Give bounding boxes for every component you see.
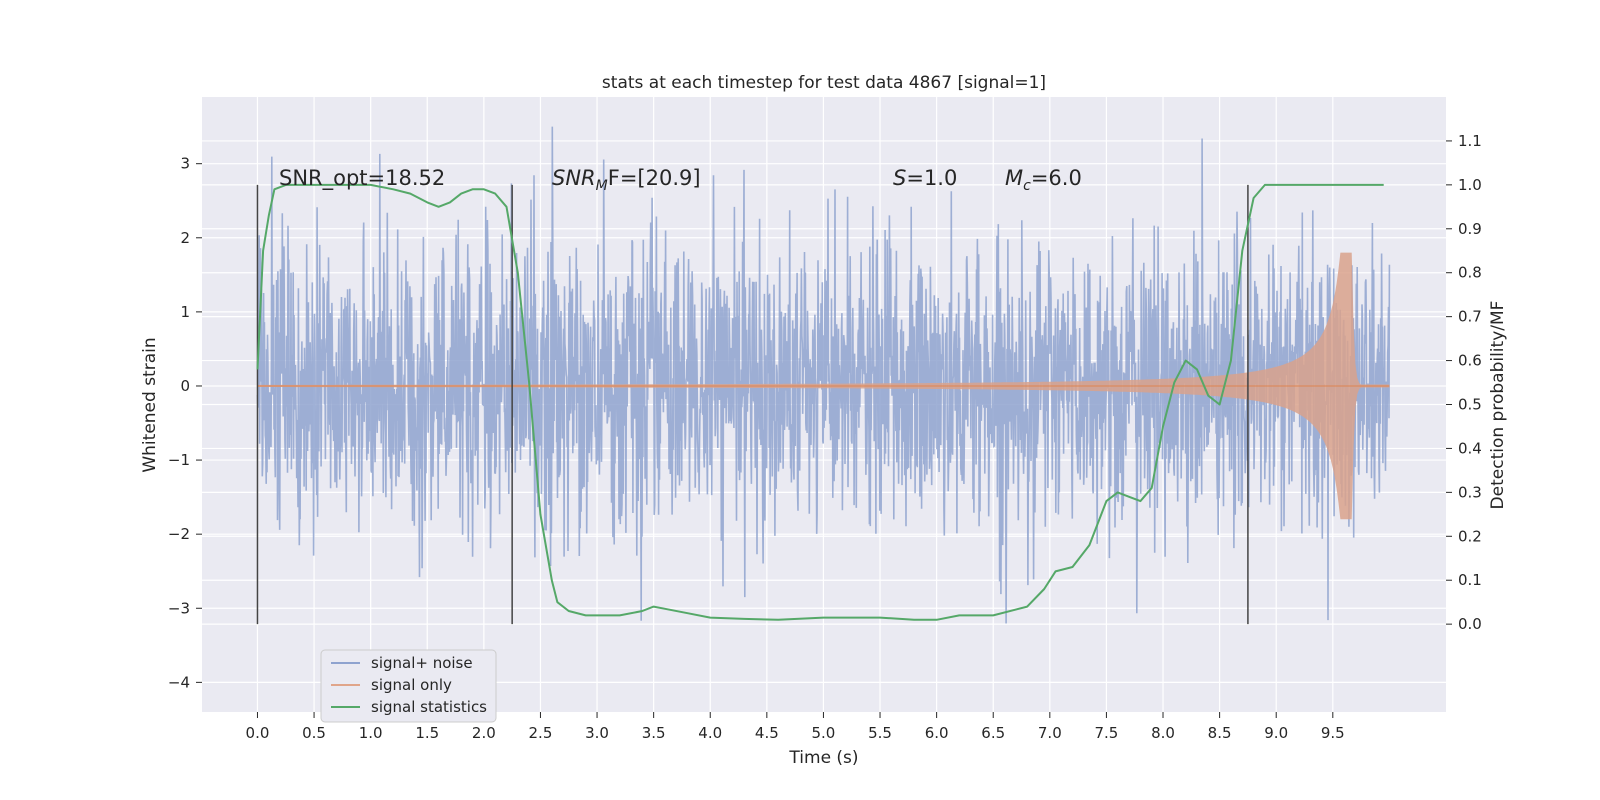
x-tick-label-18: 9.0	[1264, 724, 1288, 742]
x-tick-label-19: 9.5	[1321, 724, 1345, 742]
vertical-markers	[256, 184, 1249, 625]
x-tick-label-11: 5.5	[868, 724, 892, 742]
legend: signal+ noise signal only signal statist…	[320, 649, 497, 723]
yl-tick-label-0: 3	[180, 155, 190, 173]
yr-tick-label-10: 0.1	[1458, 571, 1482, 589]
legend-label-signal-noise: signal+ noise	[371, 654, 473, 672]
legend-label-signal-only: signal only	[371, 676, 452, 694]
y-right-axis-label: Detection probability/MF	[1488, 301, 1508, 510]
yr-tick-label-0: 1.1	[1458, 132, 1482, 150]
yr-tick-label-4: 0.7	[1458, 308, 1482, 326]
statistics-line	[256, 183, 1384, 621]
y-left-axis-ticks: 3 2 1 0 −1 −2 −3 −4	[168, 155, 202, 691]
yl-tick-label-6: −3	[168, 599, 190, 617]
x-tick-label-10: 5.0	[812, 724, 836, 742]
x-tick-label-14: 7.0	[1038, 724, 1062, 742]
x-tick-label-3: 1.5	[415, 724, 439, 742]
yr-tick-label-3: 0.8	[1458, 264, 1482, 282]
yr-tick-label-6: 0.5	[1458, 396, 1482, 414]
y-right-axis-ticks: 1.1 1.0 0.9 0.8 0.7 0.6 0.5 0.4 0.3 0.2 0.1 0.0	[1446, 132, 1482, 633]
yl-tick-label-5: −2	[168, 525, 190, 543]
x-tick-label-6: 3.0	[585, 724, 609, 742]
x-tick-label-2: 1.0	[359, 724, 383, 742]
series-signal-statistics	[256, 183, 1384, 621]
x-tick-label-5: 2.5	[529, 724, 553, 742]
legend-box	[320, 649, 497, 723]
annotation-snr-opt: SNR_opt=18.52	[279, 166, 445, 191]
yr-tick-label-9: 0.2	[1458, 527, 1482, 545]
yl-tick-label-1: 2	[180, 229, 190, 247]
x-tick-label-15: 7.5	[1094, 724, 1118, 742]
yr-tick-label-5: 0.6	[1458, 352, 1482, 370]
series-signal-noise	[256, 126, 1391, 624]
x-tick-label-17: 8.5	[1208, 724, 1232, 742]
yl-tick-label-2: 1	[180, 303, 190, 321]
annotation-s: S=1.0	[893, 166, 957, 190]
x-tick-label-13: 6.5	[981, 724, 1005, 742]
x-tick-label-7: 3.5	[642, 724, 666, 742]
yr-tick-label-2: 0.9	[1458, 220, 1482, 238]
yr-tick-label-7: 0.4	[1458, 439, 1482, 457]
chart-title: stats at each timestep for test data 486…	[602, 73, 1046, 93]
yl-tick-label-3: 0	[180, 377, 190, 395]
x-axis-label: Time (s)	[788, 748, 858, 768]
series-signal-only	[257, 252, 1390, 520]
yr-tick-label-11: 0.0	[1458, 615, 1482, 633]
yr-tick-label-1: 1.0	[1458, 176, 1482, 194]
x-tick-label-0: 0.0	[246, 724, 270, 742]
yl-tick-label-7: −4	[168, 673, 190, 691]
annotation-mc: Mc=6.0	[1005, 166, 1082, 194]
x-tick-label-9: 4.5	[755, 724, 779, 742]
noise-line	[256, 126, 1391, 624]
legend-label-signal-statistics: signal statistics	[371, 698, 487, 716]
x-tick-label-12: 6.0	[925, 724, 949, 742]
x-tick-label-8: 4.0	[698, 724, 722, 742]
x-tick-label-4: 2.0	[472, 724, 496, 742]
annotation-snr-mf: SNRMF=[20.9]	[552, 166, 701, 194]
yl-tick-label-4: −1	[168, 451, 190, 469]
x-tick-label-16: 8.0	[1151, 724, 1175, 742]
x-tick-label-1: 0.5	[302, 724, 326, 742]
y-left-axis-label: Whitened strain	[140, 337, 160, 472]
yr-tick-label-8: 0.3	[1458, 483, 1482, 501]
x-axis-ticks: 0.0 0.5 1.0 1.5 2.0 2.5 3.0 3.5 4.0 4.5 5.0 5.5 6.0 6…	[246, 712, 1345, 742]
